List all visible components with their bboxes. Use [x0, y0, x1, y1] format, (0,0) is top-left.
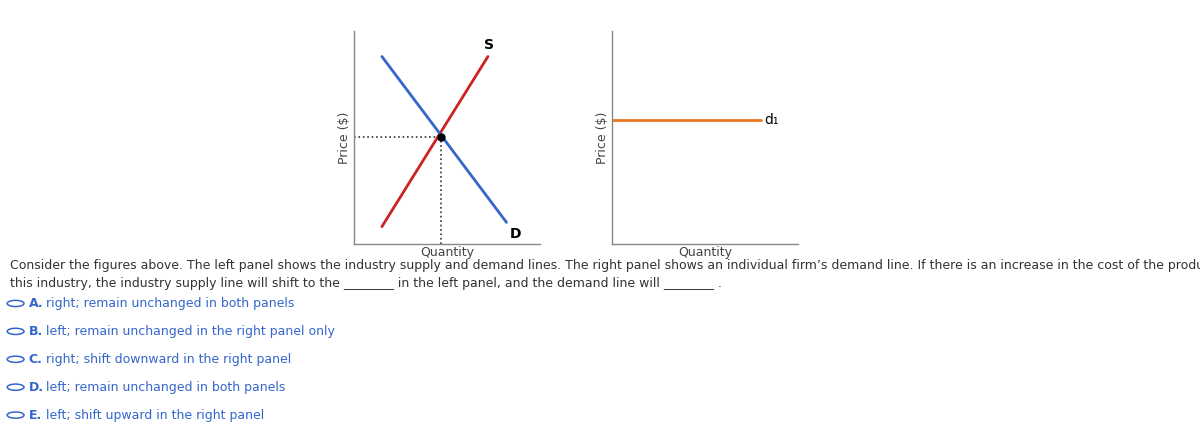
Text: E.: E. — [29, 408, 42, 422]
Text: left; remain unchanged in the right panel only: left; remain unchanged in the right pane… — [46, 325, 335, 338]
Text: S: S — [485, 38, 494, 52]
Text: Consider the figures above. The left panel shows the industry supply and demand : Consider the figures above. The left pan… — [10, 259, 1200, 272]
Text: this industry, the industry supply line will shift to the ________ in the left p: this industry, the industry supply line … — [10, 277, 721, 290]
Text: left; shift upward in the right panel: left; shift upward in the right panel — [46, 408, 264, 422]
Text: right; remain unchanged in both panels: right; remain unchanged in both panels — [46, 297, 294, 310]
Text: D: D — [510, 227, 522, 241]
Text: d₁: d₁ — [764, 113, 779, 127]
Text: left; remain unchanged in both panels: left; remain unchanged in both panels — [46, 381, 284, 394]
Text: D.: D. — [29, 381, 43, 394]
Text: right; shift downward in the right panel: right; shift downward in the right panel — [46, 353, 290, 366]
Y-axis label: Price ($): Price ($) — [338, 111, 352, 163]
Text: C.: C. — [29, 353, 43, 366]
Text: B.: B. — [29, 325, 43, 338]
Text: A.: A. — [29, 297, 43, 310]
Y-axis label: Price ($): Price ($) — [596, 111, 610, 163]
X-axis label: Quantity: Quantity — [678, 246, 732, 260]
X-axis label: Quantity: Quantity — [420, 246, 474, 260]
